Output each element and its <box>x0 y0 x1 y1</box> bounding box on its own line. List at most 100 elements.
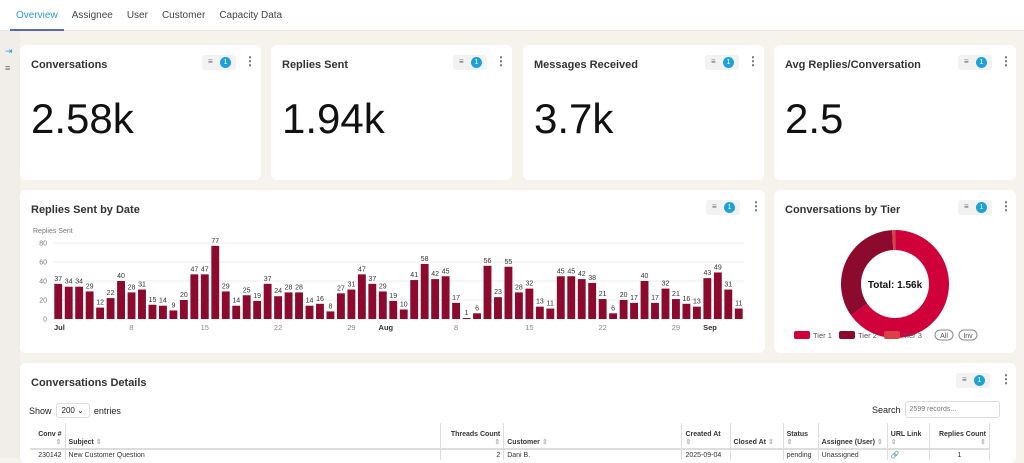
more-menu-icon[interactable]: ⋮ <box>1000 199 1012 213</box>
more-menu-icon[interactable]: ⋮ <box>750 199 762 213</box>
column-header[interactable]: Subject ⇕ <box>65 423 442 450</box>
filter-icon: ≡ <box>711 57 716 66</box>
donut-chart: Total: 1.56k Tier 1 Tier 2 Tier 3 All Inv <box>794 230 978 341</box>
x-tick-label: 15 <box>525 323 533 332</box>
filter-icon: ≡ <box>712 202 717 211</box>
bar <box>263 283 272 319</box>
donut-slice <box>850 230 949 338</box>
data-label: 45 <box>557 268 565 275</box>
more-menu-icon[interactable]: ⋮ <box>1000 54 1012 68</box>
y-tick-label: 20 <box>39 298 47 305</box>
tab-customer[interactable]: Customer <box>161 10 206 21</box>
sort-icon: ⇕ <box>786 439 793 446</box>
tab-overview[interactable]: Overview <box>10 0 64 31</box>
bar <box>514 292 523 319</box>
more-menu-icon[interactable]: ⋮ <box>747 54 759 68</box>
table-cell: 2025-09-04 <box>681 449 731 460</box>
data-label: 14 <box>306 298 314 305</box>
y-tick-label: 0 <box>43 317 47 324</box>
bar <box>734 308 743 319</box>
y-tick-label: 60 <box>39 260 47 267</box>
data-label: 29 <box>222 283 230 290</box>
data-label: 47 <box>190 266 198 273</box>
column-header[interactable]: Threads Count ⇕ <box>440 423 505 450</box>
data-label: 55 <box>505 259 513 266</box>
data-label: 31 <box>138 282 146 289</box>
kpi-title: Avg Replies/Conversation <box>785 59 921 71</box>
entries-select[interactable]: 200 ⌄ <box>55 403 90 418</box>
data-label: 20 <box>180 292 188 299</box>
legend-toggle-button[interactable] <box>958 329 978 341</box>
more-menu-icon[interactable]: ⋮ <box>495 54 507 68</box>
table-cell[interactable]: 🔗 <box>887 449 930 460</box>
x-tick-label: 29 <box>347 323 355 332</box>
sort-icon: ⇕ <box>980 439 986 446</box>
table-cell: 2 <box>440 449 505 460</box>
column-header[interactable]: Conv # ⇕ <box>30 423 66 450</box>
tab-capacity-data[interactable]: Capacity Data <box>219 10 283 21</box>
data-label: 17 <box>630 295 638 302</box>
data-label: 14 <box>159 298 167 305</box>
column-header[interactable]: Replies Count ⇕ <box>929 423 991 450</box>
filter-button[interactable]: ≡ 1 <box>958 200 992 215</box>
data-label: 13 <box>693 299 701 306</box>
bar <box>682 303 691 319</box>
data-label: 32 <box>525 281 533 288</box>
column-header[interactable]: Assignee (User) ⇕ <box>818 423 888 450</box>
bar <box>494 297 502 319</box>
column-header[interactable]: Status ⇕ <box>783 423 819 450</box>
more-menu-icon[interactable]: ⋮ <box>1000 372 1012 386</box>
filter-badge: 1 <box>724 202 735 213</box>
sort-icon: ⇕ <box>55 439 62 446</box>
table-row[interactable]: 230142 New Customer Question 2 Dani B. 2025-… <box>30 449 991 460</box>
expand-icon[interactable]: ⇥ <box>5 46 13 56</box>
filter-icon: ≡ <box>459 57 464 66</box>
column-header-label: Subject <box>68 439 94 446</box>
data-label: 11 <box>735 301 742 308</box>
bar <box>85 291 94 319</box>
filter-button[interactable]: ≡ 1 <box>453 55 487 70</box>
column-header-label: URL Link <box>890 431 922 438</box>
show-label: Show <box>29 405 52 416</box>
column-header[interactable]: Customer ⇕ <box>503 423 683 450</box>
details-table: Conv # ⇕ Subject ⇕ Threads Count ⇕ Customer… <box>30 423 991 460</box>
kpi-card: Messages Received ≡ 1 ⋮ 3.7k <box>523 45 764 180</box>
data-label: 56 <box>484 258 492 265</box>
search-input[interactable] <box>904 401 1000 418</box>
bar <box>692 306 701 319</box>
data-label: 34 <box>75 279 83 286</box>
more-menu-icon[interactable]: ⋮ <box>244 54 256 68</box>
column-header[interactable]: Created At ⇕ <box>681 423 731 450</box>
data-label: 6 <box>475 305 479 312</box>
bar <box>399 309 408 319</box>
legend-swatch <box>794 331 810 339</box>
legend-toggle-button[interactable] <box>934 329 954 341</box>
filter-button[interactable]: ≡ 1 <box>706 200 740 215</box>
data-label: 45 <box>442 268 450 275</box>
kpi-value: 1.94k <box>282 95 385 142</box>
column-header[interactable]: URL Link ⇕ <box>887 423 930 450</box>
card-title: Conversations Details <box>31 377 147 389</box>
filter-button[interactable]: ≡ 1 <box>958 55 992 70</box>
data-label: 10 <box>400 302 408 309</box>
tab-assignee[interactable]: Assignee <box>71 10 113 21</box>
bar <box>546 308 555 319</box>
filter-badge: 1 <box>723 57 734 68</box>
sort-icon: ⇕ <box>494 439 501 446</box>
donut-slice <box>841 230 894 316</box>
legend-swatch <box>839 331 855 339</box>
bar <box>567 276 576 319</box>
column-header[interactable]: Closed At ⇕ <box>730 423 784 450</box>
bar <box>106 298 115 319</box>
data-label: 43 <box>703 270 711 277</box>
entries-value: 200 <box>61 406 75 415</box>
filter-button[interactable]: ≡ 1 <box>202 55 236 70</box>
tab-user[interactable]: User <box>126 10 148 21</box>
bar <box>117 281 125 319</box>
data-label: 31 <box>347 282 355 289</box>
bar <box>588 282 597 319</box>
tab-bar: Overview Assignee User Customer Capacity… <box>0 0 1024 31</box>
filter-button[interactable]: ≡ 1 <box>705 55 739 70</box>
filter-icon[interactable]: ≡ <box>5 63 11 73</box>
filter-button[interactable]: ≡ 1 <box>956 373 990 388</box>
